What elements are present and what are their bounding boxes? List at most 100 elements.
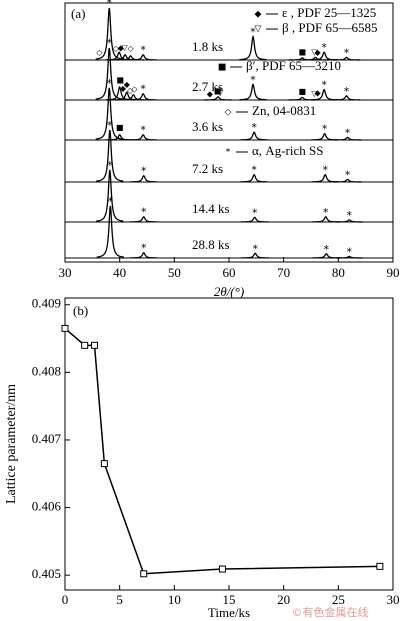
phase-marker: ▽ — [311, 47, 318, 56]
phase-marker: ◇ — [128, 44, 135, 53]
phase-marker: * — [107, 0, 113, 10]
x-tick-label: 70 — [277, 265, 290, 280]
legend-label: β′, PDF 65—3210 — [246, 58, 341, 73]
legend-symbol: ◇ — [225, 108, 232, 118]
watermark: ©有色金属在线 — [292, 605, 369, 619]
x-tick-label: 5 — [116, 592, 123, 607]
phase-marker: * — [251, 121, 257, 134]
phase-marker: * — [347, 245, 353, 258]
phase-marker: * — [107, 37, 113, 50]
phase-marker: * — [344, 85, 350, 98]
phase-marker: ■ — [298, 87, 306, 96]
phase-marker: ◆ — [120, 84, 127, 93]
legend-label: ε , PDF 25—1325 — [282, 5, 376, 20]
plot-frame — [64, 297, 394, 591]
panel-label: (a) — [71, 6, 85, 21]
data-point — [100, 460, 108, 468]
diffraction-peak — [333, 178, 362, 183]
diffraction-peak — [95, 47, 124, 100]
phase-marker: * — [250, 73, 256, 86]
y-tick-label: 0.406 — [32, 499, 62, 514]
diffraction-peak — [130, 216, 158, 223]
phase-marker: * — [321, 41, 327, 54]
phase-marker: * — [252, 242, 258, 255]
y-tick-label: 0.409 — [32, 296, 61, 311]
x-axis-label: 2θ/(°) — [214, 284, 244, 299]
legend-label: β , PDF 65—6585 — [282, 20, 377, 35]
x-tick-label: 20 — [277, 592, 290, 607]
panel-label: (b) — [73, 303, 88, 318]
data-point — [91, 341, 99, 349]
diffraction-peak — [204, 96, 232, 101]
phase-marker: ◆ — [314, 48, 321, 57]
phase-marker: ◇ — [127, 86, 134, 95]
diffraction-peak — [301, 56, 330, 61]
phase-marker: * — [345, 168, 351, 181]
phase-marker: ◇ — [131, 85, 138, 94]
phase-marker: * — [322, 123, 328, 136]
pattern-label: 28.8 ks — [192, 237, 230, 252]
diffraction-peak — [129, 54, 157, 61]
phase-marker: * — [107, 159, 113, 172]
diffraction-peak — [96, 169, 124, 222]
phase-marker: ◆ — [314, 89, 321, 98]
data-point — [81, 341, 89, 349]
phase-marker: * — [140, 82, 146, 95]
diffraction-peak — [312, 216, 340, 223]
x-tick-label: 50 — [168, 265, 181, 280]
x-tick-label: 10 — [168, 592, 181, 607]
pattern-label: 1.8 ks — [192, 39, 223, 54]
diffraction-peak — [335, 219, 363, 223]
phase-marker: * — [322, 164, 328, 177]
x-tick-label: 30 — [59, 265, 72, 280]
phase-marker: * — [141, 165, 147, 178]
data-point — [61, 324, 69, 332]
x-tick-label: 90 — [387, 265, 400, 280]
diffraction-peak — [333, 136, 362, 141]
x-tick-label: 60 — [223, 265, 236, 280]
diffraction-peak — [95, 7, 124, 60]
diffraction-peak — [332, 56, 361, 61]
phase-marker: * — [344, 46, 350, 59]
phase-marker: * — [107, 77, 113, 90]
pattern-label: 2.7 ks — [192, 79, 223, 94]
x-tick-label: 40 — [113, 265, 126, 280]
phase-marker: * — [107, 119, 113, 132]
diffraction-peak — [241, 216, 269, 223]
phase-marker: * — [252, 206, 258, 219]
legend-symbol: ◆ — [255, 10, 262, 20]
legend-label: Zn, 04-0831 — [252, 103, 316, 118]
phase-marker: * — [251, 164, 257, 177]
diffraction-peak — [240, 131, 268, 141]
x-tick-label: 25 — [332, 592, 345, 607]
diffraction-peak — [129, 93, 157, 101]
diffraction-peak — [119, 94, 148, 101]
phase-marker: * — [323, 206, 329, 219]
phase-marker: ◆ — [207, 89, 214, 98]
x-axis-label: Time/ks — [208, 605, 250, 620]
y-tick-label: 0.407 — [32, 431, 62, 446]
phase-marker: ▽ — [311, 89, 318, 98]
pattern-label: 3.6 ks — [192, 119, 223, 134]
phase-marker: * — [140, 43, 146, 56]
diffraction-peak — [311, 133, 339, 141]
y-tick-label: 0.405 — [32, 566, 61, 581]
legend-symbol: * — [226, 148, 231, 158]
data-line — [64, 327, 380, 575]
diffraction-peak — [335, 255, 363, 259]
diffraction-peak — [130, 252, 158, 259]
diffraction-peak — [96, 129, 124, 182]
pattern-label: 7.2 ks — [192, 161, 223, 176]
x-tick-label: 15 — [223, 592, 236, 607]
legend-label: α, Ag-rich SS — [252, 143, 323, 158]
phase-marker: ◇ — [113, 44, 120, 53]
diffraction-peak — [332, 95, 361, 101]
x-tick-label: 30 — [387, 592, 400, 607]
x-tick-label: 0 — [62, 592, 69, 607]
phase-marker: * — [250, 26, 256, 39]
pattern-label: 14.4 ks — [192, 201, 230, 216]
phase-marker: ■ — [298, 47, 306, 56]
diffraction-peak — [241, 252, 269, 259]
phase-marker: * — [108, 195, 114, 208]
